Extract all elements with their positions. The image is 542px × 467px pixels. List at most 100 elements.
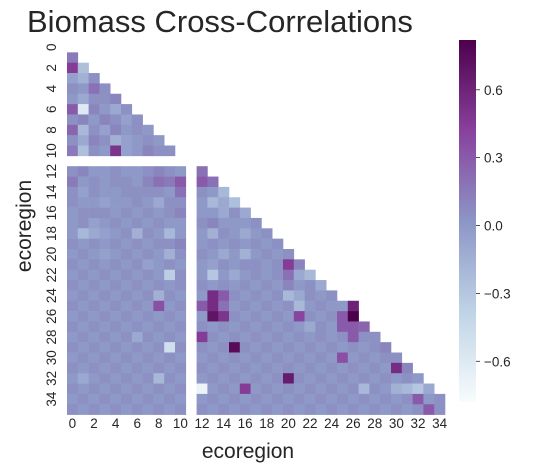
heatmap-cell	[261, 331, 273, 343]
heatmap-cell	[315, 362, 327, 374]
heatmap-cell	[391, 383, 403, 395]
heatmap-cell	[347, 342, 359, 353]
heatmap-cell	[142, 176, 154, 188]
heatmap-cell	[131, 269, 143, 281]
heatmap-cell	[229, 259, 241, 270]
heatmap-cell	[239, 238, 251, 250]
y-tick-label: 18	[44, 226, 59, 241]
heatmap-cell	[153, 228, 165, 239]
heatmap-cell	[164, 217, 176, 229]
y-tick-label: 8	[44, 126, 59, 134]
heatmap-cell	[77, 62, 89, 74]
x-tick-label: 32	[410, 416, 425, 431]
heatmap-cell	[207, 352, 219, 364]
heatmap-cell	[207, 331, 219, 343]
heatmap-cell	[121, 331, 133, 343]
heatmap-cell	[347, 311, 359, 322]
heatmap-cell	[175, 393, 187, 405]
chart-title: Biomass Cross-Correlations	[27, 4, 413, 39]
heatmap-cell	[207, 249, 219, 260]
heatmap-cell	[326, 383, 338, 395]
heatmap-cell	[207, 280, 219, 291]
heatmap-cell	[153, 311, 165, 322]
heatmap-cell	[283, 404, 295, 415]
heatmap-cell	[77, 259, 89, 270]
heatmap-cell	[358, 404, 370, 415]
heatmap-cell	[239, 249, 251, 260]
heatmap-cell	[196, 393, 208, 405]
heatmap-cell	[67, 114, 79, 126]
heatmap-cell	[131, 228, 143, 239]
heatmap-cell	[67, 352, 79, 364]
heatmap-cell	[218, 269, 230, 281]
heatmap-cell	[196, 404, 208, 415]
heatmap-cell	[67, 176, 79, 188]
heatmap-cell	[142, 321, 154, 333]
heatmap-cell	[326, 290, 338, 302]
heatmap-cell	[423, 404, 435, 415]
heatmap-cell	[88, 217, 100, 229]
heatmap-cell	[142, 393, 154, 405]
heatmap-cell	[110, 373, 122, 384]
heatmap-cell	[110, 145, 122, 157]
x-tick-label: 4	[112, 416, 120, 431]
heatmap-cell	[121, 145, 133, 157]
heatmap-cell	[229, 383, 241, 395]
heatmap-cell	[347, 362, 359, 374]
x-tick-label: 34	[432, 416, 448, 431]
heatmap-cell	[196, 269, 208, 281]
x-tick-label: 24	[324, 416, 340, 431]
heatmap-cell	[131, 124, 143, 136]
heatmap-cell	[283, 342, 295, 353]
heatmap-cell	[196, 342, 208, 353]
heatmap-cell	[196, 249, 208, 260]
heatmap-cell	[164, 321, 176, 333]
heatmap-cell	[142, 238, 154, 250]
heatmap-cell	[164, 311, 176, 322]
heatmap-cell	[77, 249, 89, 260]
heatmap-cell	[110, 404, 122, 415]
heatmap-cell	[175, 207, 187, 219]
heatmap-cell	[153, 342, 165, 353]
heatmap-cell	[337, 342, 349, 353]
y-tick-label: 20	[44, 247, 59, 262]
heatmap-cell	[121, 249, 133, 260]
heatmap-cell	[272, 393, 284, 405]
heatmap-cell	[337, 331, 349, 343]
heatmap-cell	[67, 217, 79, 229]
y-tick-label: 0	[44, 43, 59, 51]
heatmap-cell	[218, 238, 230, 250]
heatmap-cell	[196, 166, 208, 177]
heatmap-cell	[207, 383, 219, 395]
heatmap-cell	[304, 300, 316, 312]
heatmap-cell	[207, 269, 219, 281]
heatmap-cell	[207, 176, 219, 188]
heatmap-cell	[121, 114, 133, 126]
heatmap-cell	[315, 300, 327, 312]
heatmap-cell	[337, 311, 349, 322]
heatmap-cell	[304, 321, 316, 333]
heatmap-cell	[261, 373, 273, 384]
heatmap-cell	[164, 269, 176, 281]
heatmap-cell	[207, 393, 219, 405]
heatmap-cell	[110, 393, 122, 405]
heatmap-cell	[88, 73, 100, 84]
heatmap-cell	[326, 311, 338, 322]
heatmap-cell	[272, 238, 284, 250]
heatmap-cell	[337, 352, 349, 364]
heatmap-cell	[153, 145, 165, 157]
heatmap-cell	[121, 228, 133, 239]
heatmap-cell	[110, 124, 122, 136]
heatmap-cell	[175, 404, 187, 415]
heatmap-cell	[99, 217, 111, 229]
heatmap-cell	[153, 249, 165, 260]
heatmap-cell	[293, 259, 305, 270]
heatmap-cell	[153, 393, 165, 405]
heatmap-cell	[239, 352, 251, 364]
heatmap-cell	[77, 290, 89, 302]
heatmap-cell	[239, 228, 251, 239]
heatmap-cell	[77, 73, 89, 84]
heatmap-cell	[67, 331, 79, 343]
heatmap-cell	[239, 311, 251, 322]
heatmap-cell	[272, 352, 284, 364]
